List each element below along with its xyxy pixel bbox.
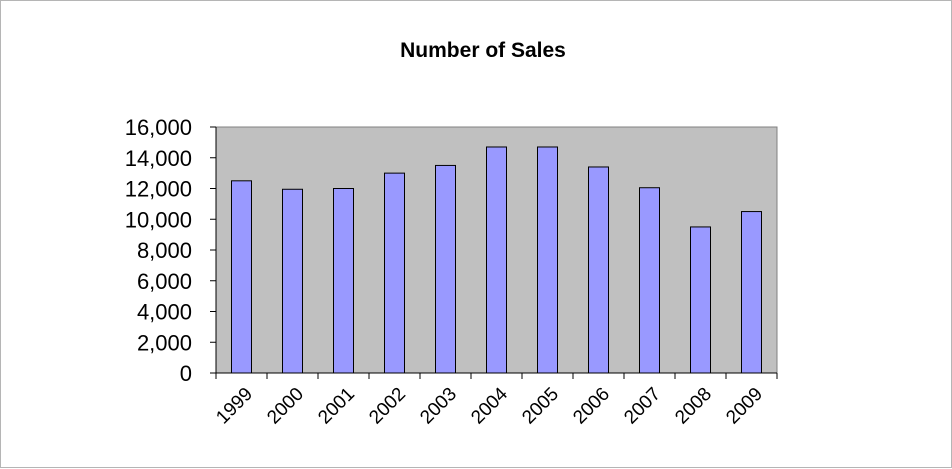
x-axis: 1999 2000 2001 2002 2003 2004 2005 2006 2007 2008… (212, 372, 778, 429)
y-tick-label: 2,000 (137, 330, 192, 355)
bar-2004 (486, 146, 507, 374)
x-tick-label: 2004 (467, 383, 512, 428)
bar-2001 (333, 188, 354, 374)
x-tick-label: 2002 (365, 384, 410, 429)
bar-2003 (435, 164, 456, 374)
y-tick-label: 10,000 (125, 207, 192, 232)
y-tick-label: 4,000 (137, 300, 192, 325)
bar-2009 (741, 211, 762, 374)
y-tick-label: 16,000 (125, 115, 192, 140)
y-tick-label: 0 (180, 361, 192, 386)
bars (231, 146, 762, 374)
x-tick-label: 2009 (722, 384, 767, 429)
bar-1999 (231, 180, 252, 374)
y-tick-label: 14,000 (125, 146, 192, 171)
x-tick-label: 2001 (314, 384, 359, 429)
y-tick-label: 6,000 (137, 269, 192, 294)
bar-2008 (690, 226, 711, 374)
bar-2002 (384, 172, 405, 374)
y-axis: 0 2,000 4,000 6,000 8,000 10,000 12,000 14,000 1… (125, 115, 217, 386)
x-tick-label: 2005 (518, 384, 563, 429)
x-tick-label: 1999 (212, 384, 257, 429)
x-tick-label: 2007 (620, 384, 665, 429)
bar-2007 (639, 187, 660, 374)
bar-2005 (537, 146, 558, 374)
y-tick-label: 12,000 (125, 177, 192, 202)
x-tick-label: 2006 (569, 384, 614, 429)
bar-2000 (282, 188, 303, 374)
x-tick-label: 2000 (263, 384, 308, 429)
bar-2006 (588, 166, 609, 374)
x-tick-label: 2008 (671, 384, 716, 429)
y-tick-label: 8,000 (137, 238, 192, 263)
x-tick-label: 2003 (416, 384, 461, 429)
chart-title: Number of Sales (400, 39, 566, 62)
